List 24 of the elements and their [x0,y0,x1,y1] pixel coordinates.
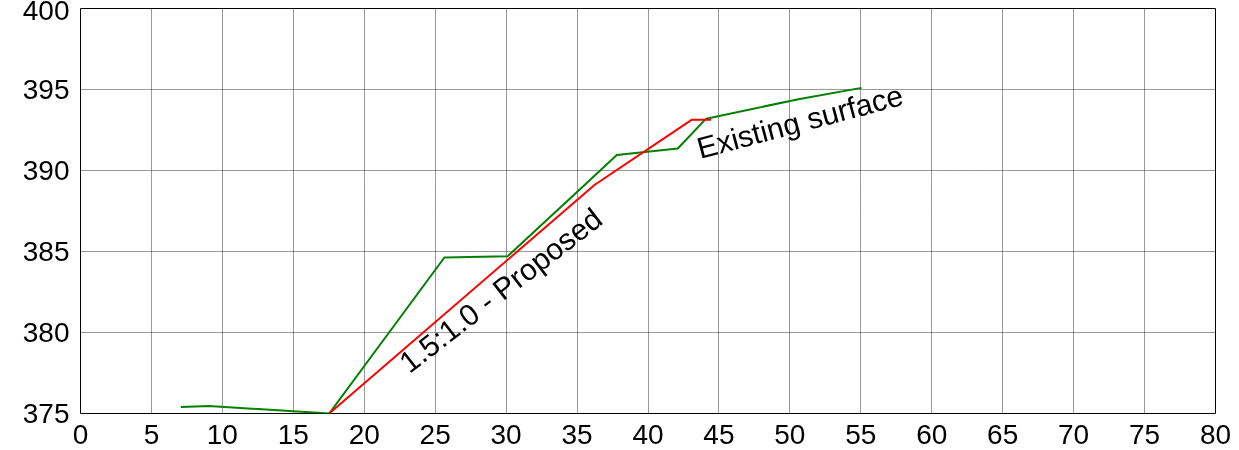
x-tick-label: 0 [72,418,89,450]
x-tick-label: 70 [1058,418,1090,450]
x-tick-label: 60 [916,418,948,450]
y-tick-label: 390 [22,155,70,186]
x-tick-label: 50 [774,418,806,450]
y-tick-label: 375 [22,398,70,429]
x-tick-label: 20 [348,418,380,450]
x-tick-label: 75 [1128,418,1161,450]
x-tick-label: 45 [703,418,735,450]
y-tick-label: 400 [22,0,70,26]
y-tick-label: 380 [22,317,70,348]
x-tick-label: 25 [419,418,451,450]
x-tick-label: 5 [143,418,160,450]
x-tick-label: 10 [206,418,238,450]
x-tick-label: 35 [561,418,593,450]
x-tick-label: 15 [277,418,309,450]
x-tick-label: 55 [845,418,877,450]
y-tick-label: 395 [22,74,70,105]
y-tick-label: 385 [22,236,70,267]
x-tick-label: 80 [1199,418,1232,450]
x-tick-label: 65 [987,418,1019,450]
x-tick-label: 30 [490,418,522,450]
x-tick-label: 40 [632,418,664,450]
text: Existing surface [693,78,907,165]
